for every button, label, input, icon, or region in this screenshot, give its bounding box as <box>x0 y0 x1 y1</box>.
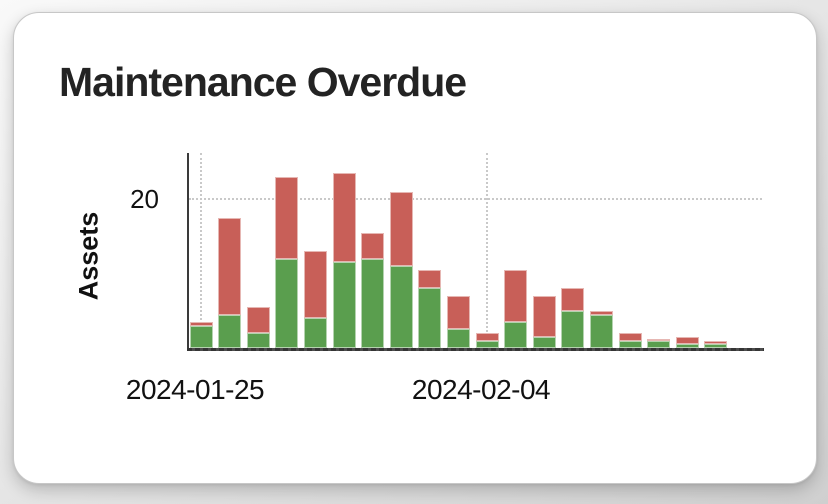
bar-segment-red[interactable] <box>303 251 327 319</box>
bar-segment-green[interactable] <box>218 314 242 348</box>
bar-segment-green[interactable] <box>561 310 585 348</box>
bar-segment-green[interactable] <box>361 258 385 348</box>
bar-segment-green[interactable] <box>246 333 270 348</box>
y-axis-title: Assets <box>73 211 104 301</box>
bar-segment-green[interactable] <box>418 288 442 348</box>
x-axis-tick-label: 2024-01-25 <box>125 374 265 405</box>
bar-segment-green[interactable] <box>189 325 213 348</box>
bar-segment-red[interactable] <box>532 295 556 337</box>
chart-title: Maintenance Overdue <box>59 59 467 105</box>
bar-segment-red[interactable] <box>275 176 299 259</box>
bar-segment-red[interactable] <box>218 217 242 315</box>
bar-segment-green[interactable] <box>589 314 613 348</box>
bar-segment-red[interactable] <box>589 310 613 315</box>
horizontal-gridline <box>189 198 762 201</box>
bar-segment-red[interactable] <box>361 232 385 259</box>
bar-segment-red[interactable] <box>189 321 213 326</box>
bar-segment-green[interactable] <box>275 258 299 348</box>
x-axis-line <box>187 348 764 351</box>
bar-segment-green[interactable] <box>647 340 671 348</box>
bar-segment-red[interactable] <box>446 295 470 330</box>
vertical-gridline <box>486 153 488 348</box>
bar-segment-green[interactable] <box>532 336 556 348</box>
bar-segment-red[interactable] <box>389 191 413 267</box>
bar-segment-green[interactable] <box>475 340 499 348</box>
bar-segment-green[interactable] <box>446 329 470 348</box>
bar-segment-green[interactable] <box>618 340 642 348</box>
bar-segment-red[interactable] <box>647 338 671 341</box>
vertical-gridline <box>200 153 202 348</box>
bar-segment-red[interactable] <box>475 333 499 341</box>
bar-segment-green[interactable] <box>303 318 327 348</box>
bar-segment-red[interactable] <box>618 333 642 341</box>
chart-card: Maintenance Overdue Assets 20 2024-01-25… <box>13 12 817 484</box>
bar-segment-green[interactable] <box>389 266 413 348</box>
bar-segment-green[interactable] <box>504 321 528 348</box>
bar-segment-green[interactable] <box>675 344 699 348</box>
bar-segment-red[interactable] <box>246 307 270 334</box>
plot-area <box>187 153 764 351</box>
y-axis-line <box>187 153 189 350</box>
bar-segment-green[interactable] <box>704 344 728 348</box>
bar-segment-red[interactable] <box>332 173 356 263</box>
x-axis-tick-label: 2024-02-04 <box>411 374 551 405</box>
bar-segment-green[interactable] <box>332 262 356 348</box>
bar-segment-red[interactable] <box>561 288 585 311</box>
bar-segment-red[interactable] <box>675 336 699 345</box>
bar-segment-red[interactable] <box>504 269 528 322</box>
y-axis-tick-label: 20 <box>130 184 159 214</box>
bar-segment-red[interactable] <box>704 340 728 345</box>
bar-segment-red[interactable] <box>418 269 442 289</box>
